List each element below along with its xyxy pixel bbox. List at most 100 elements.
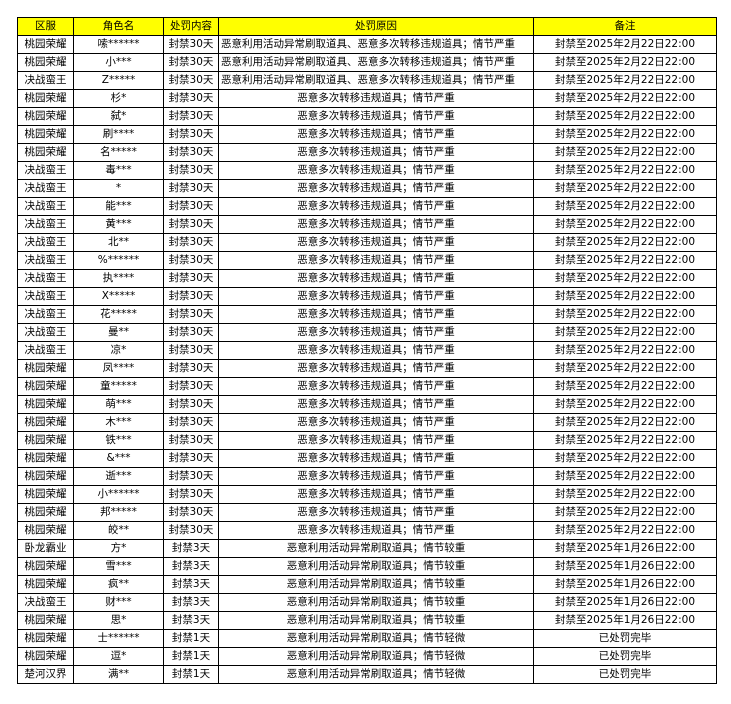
note-cell: 封禁至2025年2月22日22:00	[533, 305, 717, 324]
table-row: 决战蛮王 * 封禁30天 恶意多次转移违规道具；情节严重 封禁至2025年2月22日22…	[17, 179, 717, 198]
server-cell: 桃园荣耀	[17, 359, 74, 378]
character-cell: X*****	[73, 287, 164, 306]
penalty-cell: 封禁30天	[163, 233, 219, 252]
server-cell: 楚河汉界	[17, 665, 74, 684]
penalty-cell: 封禁30天	[163, 71, 219, 90]
reason-cell: 恶意利用活动异常刷取道具、恶意多次转移违规道具；情节严重	[218, 53, 534, 72]
penalty-cell: 封禁30天	[163, 413, 219, 432]
character-cell: 士******	[73, 629, 164, 648]
col-header-server: 区服	[17, 17, 74, 36]
character-cell: 凤****	[73, 359, 164, 378]
table-row: 桃园荣耀 邦***** 封禁30天 恶意多次转移违规道具；情节严重 封禁至2025年2月…	[17, 503, 717, 522]
character-cell: 雪***	[73, 557, 164, 576]
table-row: 桃园荣耀 嗦****** 封禁30天 恶意利用活动异常刷取道具、恶意多次转移违规道具；…	[17, 35, 717, 54]
character-cell: Z*****	[73, 71, 164, 90]
table-row: 桃园荣耀 弑* 封禁30天 恶意多次转移违规道具；情节严重 封禁至2025年2月22日2…	[17, 107, 717, 126]
col-header-reason: 处罚原因	[218, 17, 534, 36]
server-cell: 桃园荣耀	[17, 485, 74, 504]
table-row: 桃园荣耀 童***** 封禁30天 恶意多次转移违规道具；情节严重 封禁至2025年2月…	[17, 377, 717, 396]
reason-cell: 恶意多次转移违规道具；情节严重	[218, 323, 534, 342]
server-cell: 桃园荣耀	[17, 53, 74, 72]
character-cell: 财***	[73, 593, 164, 612]
penalty-cell: 封禁30天	[163, 179, 219, 198]
reason-cell: 恶意利用活动异常刷取道具；情节轻微	[218, 665, 534, 684]
reason-cell: 恶意多次转移违规道具；情节严重	[218, 413, 534, 432]
penalty-cell: 封禁1天	[163, 665, 219, 684]
server-cell: 决战蛮王	[17, 233, 74, 252]
reason-cell: 恶意利用活动异常刷取道具；情节轻微	[218, 647, 534, 666]
note-cell: 封禁至2025年2月22日22:00	[533, 449, 717, 468]
reason-cell: 恶意利用活动异常刷取道具；情节较重	[218, 593, 534, 612]
table-row: 桃园荣耀 刷**** 封禁30天 恶意多次转移违规道具；情节严重 封禁至2025年2月2…	[17, 125, 717, 144]
server-cell: 决战蛮王	[17, 71, 74, 90]
reason-cell: 恶意多次转移违规道具；情节严重	[218, 449, 534, 468]
character-cell: 刷****	[73, 125, 164, 144]
character-cell: 花*****	[73, 305, 164, 324]
table-row: 桃园荣耀 逝*** 封禁30天 恶意多次转移违规道具；情节严重 封禁至2025年2月22…	[17, 467, 717, 486]
reason-cell: 恶意多次转移违规道具；情节严重	[218, 431, 534, 450]
penalty-cell: 封禁30天	[163, 215, 219, 234]
col-header-note: 备注	[533, 17, 717, 36]
penalty-cell: 封禁30天	[163, 89, 219, 108]
penalty-cell: 封禁30天	[163, 431, 219, 450]
penalty-cell: 封禁30天	[163, 269, 219, 288]
character-cell: 方*	[73, 539, 164, 558]
penalty-cell: 封禁30天	[163, 143, 219, 162]
server-cell: 决战蛮王	[17, 179, 74, 198]
note-cell: 封禁至2025年1月26日22:00	[533, 575, 717, 594]
server-cell: 桃园荣耀	[17, 35, 74, 54]
penalty-cell: 封禁3天	[163, 575, 219, 594]
table-row: 桃园荣耀 铁*** 封禁30天 恶意多次转移违规道具；情节严重 封禁至2025年2月22…	[17, 431, 717, 450]
reason-cell: 恶意多次转移违规道具；情节严重	[218, 377, 534, 396]
server-cell: 决战蛮王	[17, 593, 74, 612]
reason-cell: 恶意多次转移违规道具；情节严重	[218, 125, 534, 144]
penalty-cell: 封禁30天	[163, 323, 219, 342]
note-cell: 封禁至2025年1月26日22:00	[533, 539, 717, 558]
table-row: 桃园荣耀 雪*** 封禁3天 恶意利用活动异常刷取道具；情节较重 封禁至2025年1月2…	[17, 557, 717, 576]
penalty-cell: 封禁30天	[163, 53, 219, 72]
reason-cell: 恶意多次转移违规道具；情节严重	[218, 89, 534, 108]
character-cell: 杉*	[73, 89, 164, 108]
character-cell: 思*	[73, 611, 164, 630]
penalty-cell: 封禁30天	[163, 521, 219, 540]
penalty-cell: 封禁30天	[163, 503, 219, 522]
character-cell: 黄***	[73, 215, 164, 234]
reason-cell: 恶意多次转移违规道具；情节严重	[218, 143, 534, 162]
server-cell: 决战蛮王	[17, 269, 74, 288]
col-header-character: 角色名	[73, 17, 164, 36]
penalty-cell: 封禁30天	[163, 395, 219, 414]
penalty-cell: 封禁3天	[163, 539, 219, 558]
character-cell: 皎**	[73, 521, 164, 540]
table-row: 桃园荣耀 凤**** 封禁30天 恶意多次转移违规道具；情节严重 封禁至2025年2月2…	[17, 359, 717, 378]
note-cell: 封禁至2025年2月22日22:00	[533, 521, 717, 540]
table-row: 桃园荣耀 小*** 封禁30天 恶意利用活动异常刷取道具、恶意多次转移违规道具；情节严…	[17, 53, 717, 72]
note-cell: 封禁至2025年2月22日22:00	[533, 71, 717, 90]
table-row: 决战蛮王 毒*** 封禁30天 恶意多次转移违规道具；情节严重 封禁至2025年2月22…	[17, 161, 717, 180]
character-cell: 嗦******	[73, 35, 164, 54]
reason-cell: 恶意利用活动异常刷取道具；情节较重	[218, 575, 534, 594]
note-cell: 封禁至2025年2月22日22:00	[533, 89, 717, 108]
penalty-cell: 封禁3天	[163, 593, 219, 612]
table-row: 决战蛮王 花***** 封禁30天 恶意多次转移违规道具；情节严重 封禁至2025年2月…	[17, 305, 717, 324]
penalty-cell: 封禁30天	[163, 449, 219, 468]
reason-cell: 恶意多次转移违规道具；情节严重	[218, 503, 534, 522]
note-cell: 封禁至2025年2月22日22:00	[533, 251, 717, 270]
character-cell: 逗*	[73, 647, 164, 666]
note-cell: 封禁至2025年2月22日22:00	[533, 431, 717, 450]
penalty-cell: 封禁1天	[163, 629, 219, 648]
note-cell: 封禁至2025年2月22日22:00	[533, 215, 717, 234]
note-cell: 封禁至2025年2月22日22:00	[533, 107, 717, 126]
note-cell: 封禁至2025年2月22日22:00	[533, 143, 717, 162]
character-cell: 铁***	[73, 431, 164, 450]
table-row: 决战蛮王 北** 封禁30天 恶意多次转移违规道具；情节严重 封禁至2025年2月22日…	[17, 233, 717, 252]
server-cell: 桃园荣耀	[17, 377, 74, 396]
penalty-cell: 封禁30天	[163, 125, 219, 144]
character-cell: 凉*	[73, 341, 164, 360]
table-body: 桃园荣耀 嗦****** 封禁30天 恶意利用活动异常刷取道具、恶意多次转移违规道具；…	[17, 35, 717, 684]
note-cell: 封禁至2025年2月22日22:00	[533, 125, 717, 144]
note-cell: 封禁至2025年2月22日22:00	[533, 341, 717, 360]
character-cell: 小***	[73, 53, 164, 72]
table-row: 桃园荣耀 士****** 封禁1天 恶意利用活动异常刷取道具；情节轻微 已处罚完毕	[17, 629, 717, 648]
server-cell: 桃园荣耀	[17, 467, 74, 486]
penalty-cell: 封禁30天	[163, 197, 219, 216]
